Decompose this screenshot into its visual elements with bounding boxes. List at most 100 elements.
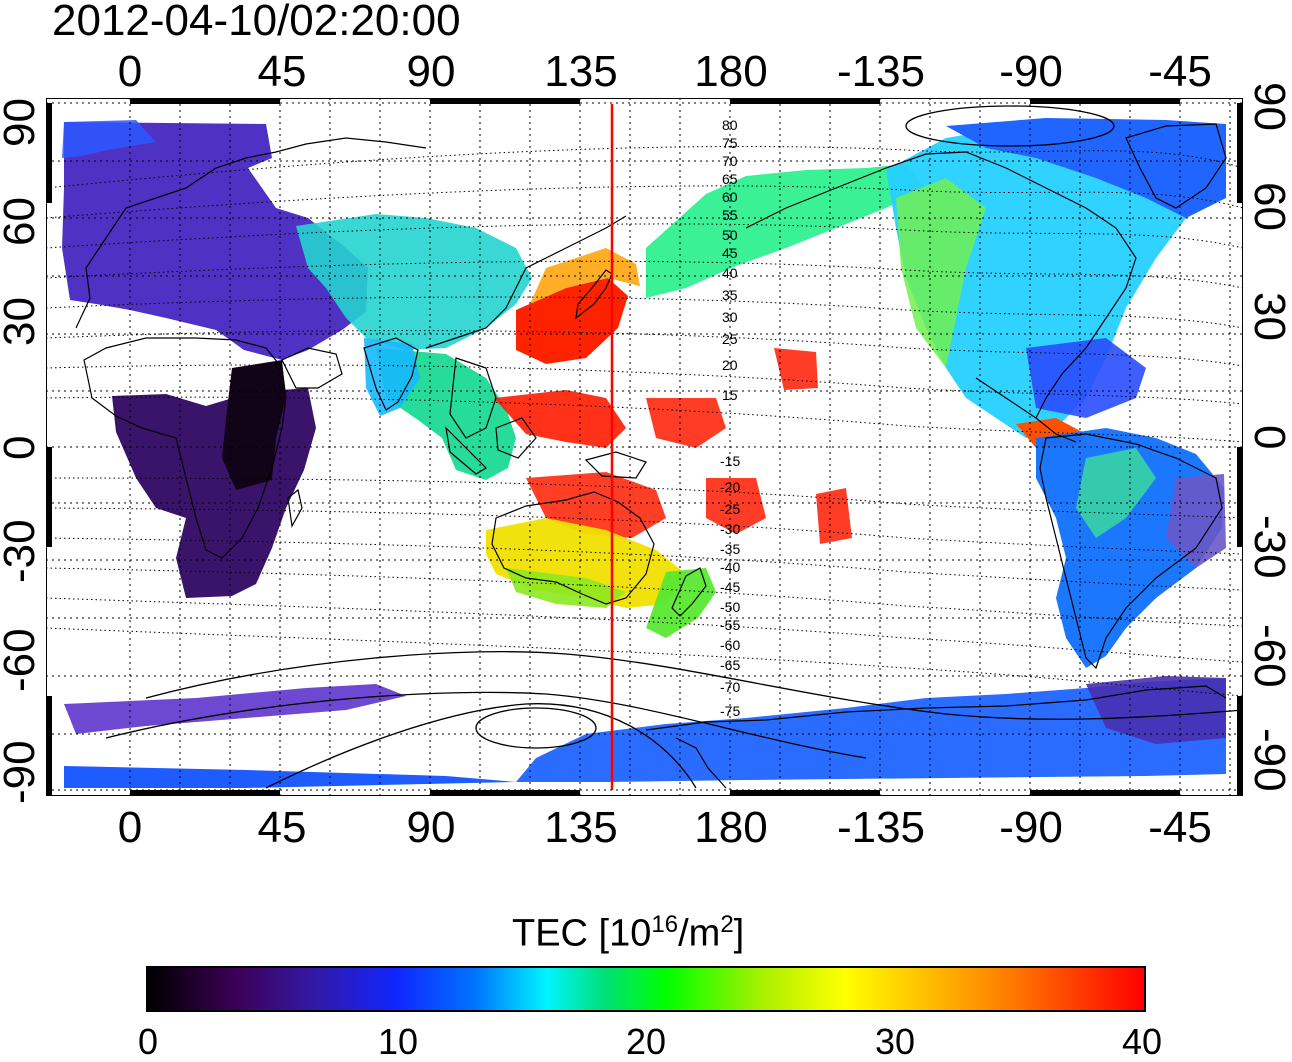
coast-north-america bbox=[745, 151, 1137, 419]
left-lat-label: -30 bbox=[0, 519, 44, 583]
bottom-lon-label: -45 bbox=[1148, 803, 1212, 852]
contour-label: 15 bbox=[722, 387, 738, 403]
colorbar-title-end: ] bbox=[733, 912, 745, 955]
contour-label: 55 bbox=[722, 207, 738, 223]
left-lat-label: -90 bbox=[0, 740, 44, 804]
left-lat-label: 30 bbox=[0, 297, 44, 346]
right-lat-label: 0 bbox=[1245, 425, 1292, 450]
contour-label: -35 bbox=[720, 541, 740, 557]
right-lat-label: -30 bbox=[1245, 515, 1292, 579]
tec-region-central-pacific-4 bbox=[816, 488, 852, 544]
contour-label: -45 bbox=[720, 579, 740, 595]
contour-label: -25 bbox=[720, 501, 740, 517]
top-lon-label: 90 bbox=[406, 47, 456, 96]
colorbar-tick-label: 20 bbox=[625, 1021, 667, 1062]
coast-greenland bbox=[1125, 123, 1227, 209]
bottom-lon-label: -135 bbox=[836, 803, 926, 852]
left-lat-label: 60 bbox=[0, 197, 44, 246]
bottom-lon-label: 135 bbox=[544, 803, 618, 852]
coast-indochina bbox=[449, 357, 497, 439]
contour-label: 30 bbox=[722, 309, 738, 325]
contour-label: 80 bbox=[722, 117, 738, 133]
contour-label: -65 bbox=[720, 657, 740, 673]
contour-labels: 80 75 70 65 60 55 50 45 40 35 30 25 20 1… bbox=[720, 117, 740, 719]
tec-map: 80 75 70 65 60 55 50 45 40 35 30 25 20 1… bbox=[46, 98, 1243, 796]
coast-antarctica-west bbox=[675, 737, 727, 789]
top-lon-label: 135 bbox=[544, 47, 618, 96]
colorbar-title-unit: /m bbox=[678, 912, 721, 955]
tec-region-europe-north bbox=[62, 120, 156, 158]
bottom-lon-label: 180 bbox=[694, 803, 768, 852]
contour-label: -75 bbox=[720, 703, 740, 719]
tec-region-south-america-east bbox=[1166, 474, 1226, 568]
colorbar bbox=[146, 966, 1146, 1012]
colorbar-tick-label: 10 bbox=[377, 1021, 419, 1062]
tec-data-layer bbox=[62, 118, 1226, 788]
magnetic-pole-contours bbox=[105, 105, 1243, 789]
coastlines bbox=[75, 123, 1227, 789]
top-lon-label: 180 bbox=[694, 47, 768, 96]
coast-madagascar bbox=[287, 488, 303, 528]
contour-label: -15 bbox=[720, 453, 740, 469]
colorbar-title: TEC [1016/m2] bbox=[512, 903, 744, 956]
coast-new-zealand bbox=[671, 567, 707, 617]
coast-africa bbox=[83, 337, 287, 559]
bottom-lon-label: -90 bbox=[999, 803, 1063, 852]
bottom-lon-label: 0 bbox=[117, 803, 143, 852]
colorbar-tick-label: 30 bbox=[874, 1021, 916, 1062]
coast-antarctica bbox=[645, 685, 1227, 731]
tec-region-indian-subcontinent bbox=[364, 338, 420, 416]
bottom-lon-label: 90 bbox=[406, 803, 456, 852]
tec-region-east-asia bbox=[296, 214, 532, 350]
tec-region-europe-siberia bbox=[62, 122, 368, 360]
colorbar-tick-label: 40 bbox=[1121, 1021, 1163, 1062]
top-lon-label: -45 bbox=[1148, 47, 1212, 96]
coast-east-asia bbox=[425, 215, 627, 349]
tec-region-north-pacific bbox=[646, 164, 926, 298]
tec-region-central-pacific-1 bbox=[646, 398, 726, 448]
tec-map-svg: 80 75 70 65 60 55 50 45 40 35 30 25 20 1… bbox=[46, 98, 1243, 796]
coast-australia bbox=[491, 491, 655, 605]
right-lat-label: -90 bbox=[1245, 728, 1292, 792]
axis-bars bbox=[46, 98, 1243, 796]
colorbar-tick-label: 0 bbox=[137, 1021, 159, 1062]
tec-region-south-indian-ocean bbox=[64, 684, 406, 734]
tec-region-central-africa-dark bbox=[222, 360, 286, 490]
coast-europe bbox=[75, 137, 427, 329]
coast-arabia bbox=[281, 347, 343, 389]
contour-label: 45 bbox=[722, 245, 738, 261]
tec-region-new-zealand bbox=[646, 568, 716, 638]
tec-region-caribbean bbox=[1026, 338, 1146, 418]
contour-label: 75 bbox=[722, 135, 738, 151]
left-lat-label: 0 bbox=[0, 436, 44, 460]
left-lat-label: -60 bbox=[0, 628, 44, 692]
contour-label: -55 bbox=[720, 617, 740, 633]
coast-south-america bbox=[1039, 433, 1223, 670]
top-lon-label: -135 bbox=[836, 47, 926, 96]
colorbar-title-unit-exponent: 2 bbox=[720, 911, 734, 938]
contour-label: -40 bbox=[720, 559, 740, 575]
tec-region-antarctica bbox=[516, 678, 1226, 782]
tec-region-australia-south bbox=[506, 568, 626, 608]
right-lat-label: 60 bbox=[1245, 182, 1292, 231]
colorbar-title-exponent: 16 bbox=[651, 911, 679, 938]
tec-region-antarctica-purple bbox=[1086, 676, 1226, 744]
bottom-lon-label: 45 bbox=[257, 803, 307, 852]
contour-label: 50 bbox=[722, 227, 738, 243]
coast-japan bbox=[575, 269, 613, 320]
contour-label: -70 bbox=[720, 679, 740, 695]
coast-india bbox=[363, 337, 419, 411]
tec-region-japan bbox=[516, 278, 628, 364]
top-lon-label: -90 bbox=[999, 47, 1063, 96]
tec-region-south-america-green bbox=[1076, 448, 1156, 538]
contour-label: 25 bbox=[722, 331, 738, 347]
tec-region-greenland-arctic bbox=[946, 118, 1226, 218]
contour-label: 40 bbox=[722, 265, 738, 281]
colorbar-title-main: TEC [10 bbox=[512, 912, 652, 955]
tec-region-western-pacific bbox=[494, 390, 626, 448]
tec-region-north-america-green bbox=[896, 178, 986, 368]
contour-label: -30 bbox=[720, 521, 740, 537]
coast-sumatra bbox=[445, 426, 487, 475]
right-lat-label: -60 bbox=[1245, 624, 1292, 688]
contour-label: 70 bbox=[722, 153, 738, 169]
